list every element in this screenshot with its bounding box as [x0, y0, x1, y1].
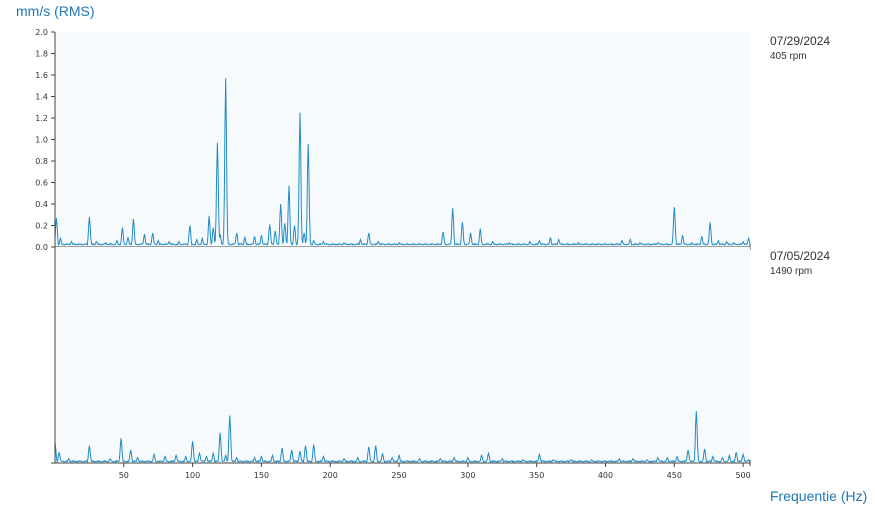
- y-tick-label: 0.8: [35, 157, 48, 166]
- panel-1-spectrum-line: [54, 78, 751, 247]
- x-tick-label: 300: [460, 471, 475, 480]
- panel-2-rpm: 1490 rpm: [770, 266, 813, 277]
- x-tick-label: 350: [529, 471, 544, 480]
- panel-2-background: [55, 247, 750, 463]
- x-tick-label: 500: [735, 471, 750, 480]
- y-tick-label: 0.0: [35, 243, 48, 252]
- x-tick-label: 250: [391, 471, 406, 480]
- panel-2-spectrum-line: [54, 411, 751, 464]
- y-tick-label: 2.0: [35, 28, 48, 37]
- y-axis-label: mm/s (RMS): [16, 3, 95, 19]
- x-tick-label: 150: [254, 471, 269, 480]
- y-tick-label: 0.6: [35, 179, 48, 188]
- y-tick-label: 0.2: [35, 222, 48, 231]
- x-tick-label: 100: [185, 471, 200, 480]
- y-tick-label: 0.4: [35, 200, 48, 209]
- y-tick-label: 1.8: [35, 50, 48, 59]
- panel-1-rpm: 405 rpm: [770, 51, 807, 62]
- x-tick-label: 200: [323, 471, 338, 480]
- panel-2-date: 07/05/2024: [770, 249, 831, 263]
- y-tick-label: 1.4: [35, 93, 48, 102]
- y-tick-label: 1.6: [35, 71, 48, 80]
- x-tick-label: 450: [667, 471, 682, 480]
- panel-1-background: [55, 32, 750, 247]
- x-axis-label: Frequentie (Hz): [770, 488, 868, 504]
- x-tick-label: 400: [598, 471, 613, 480]
- y-tick-label: 1.2: [35, 114, 48, 123]
- y-tick-label: 1.0: [35, 136, 48, 145]
- x-tick-label: 50: [119, 471, 129, 480]
- panel-1-date: 07/29/2024: [770, 34, 831, 48]
